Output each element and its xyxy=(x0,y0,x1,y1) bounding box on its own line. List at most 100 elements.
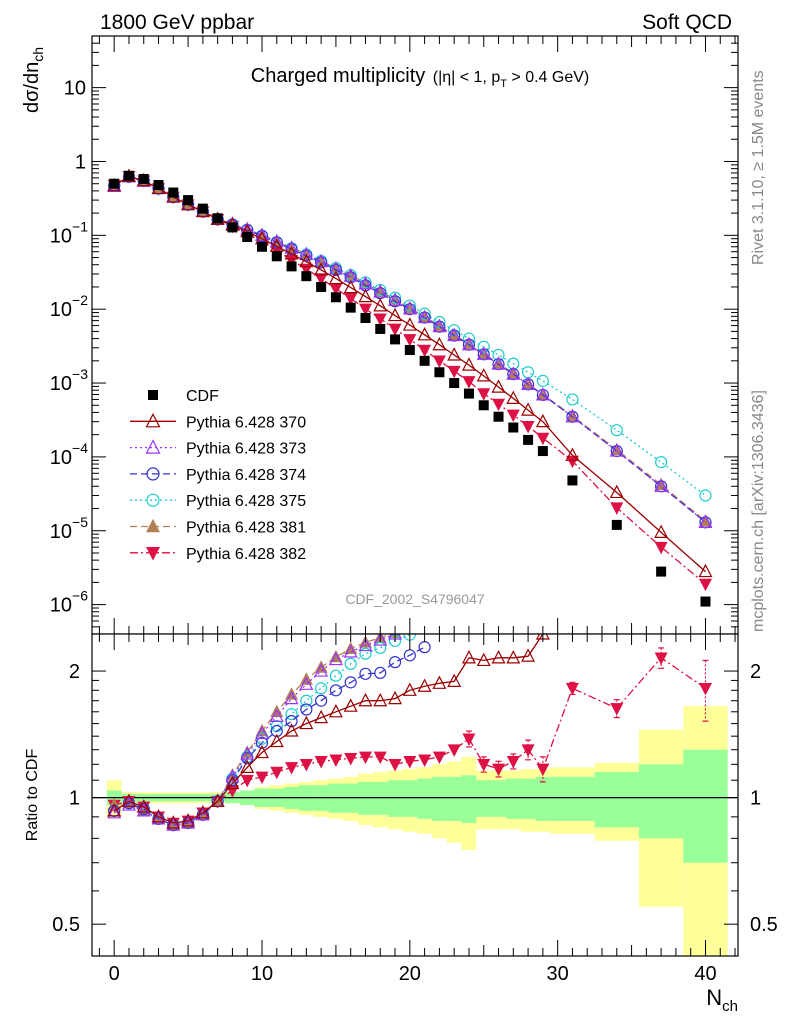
ratio-point-p370-27 xyxy=(506,650,521,664)
band-inner xyxy=(491,780,506,817)
point-p370-14 xyxy=(314,262,329,276)
ratio-y-tick-label: 0.5 xyxy=(52,914,80,936)
legend-label-p373: Pythia 6.428 373 xyxy=(186,441,306,458)
x-tick-label: 20 xyxy=(399,963,421,985)
y-tick-exponent: −1 xyxy=(72,218,88,234)
point-p375-40 xyxy=(699,489,712,502)
ratio-point-p370-10 xyxy=(255,744,269,759)
point-p375-37 xyxy=(655,456,668,469)
point-p370-26 xyxy=(491,379,506,393)
band-inner xyxy=(594,772,639,828)
main-data-layer xyxy=(107,168,713,607)
ratio-point-p370-2 xyxy=(136,799,151,813)
point-p370-19 xyxy=(388,307,403,322)
ratio-point-p375-14 xyxy=(315,682,328,695)
band-inner xyxy=(417,778,432,819)
ratio-line-p382 xyxy=(114,656,706,824)
point-p373-23 xyxy=(447,327,462,342)
point-p382-40 xyxy=(698,578,712,592)
point-p375-29 xyxy=(536,374,549,387)
xlabel-part: N xyxy=(706,985,722,1010)
point-CDF-5 xyxy=(183,195,194,206)
band-inner xyxy=(372,781,388,815)
ratio-point-p373-10 xyxy=(255,725,269,740)
point-p370-22 xyxy=(432,336,447,351)
point-p382-18 xyxy=(373,313,387,326)
ratio-point-p370-17 xyxy=(358,692,373,707)
legend-label-p382: Pythia 6.428 382 xyxy=(186,546,306,563)
point-p370-23 xyxy=(447,347,462,361)
y-tick-label: 10 xyxy=(50,373,72,395)
point-p373-20 xyxy=(402,301,417,315)
point-p370-12 xyxy=(284,246,299,260)
y-tick-label: 1 xyxy=(75,151,86,173)
point-p373-25 xyxy=(476,346,491,360)
ratio-point-p373-5 xyxy=(181,815,196,829)
ratio-point-p382-40 xyxy=(698,682,712,696)
point-p373-22 xyxy=(432,318,447,333)
legend-label-CDF: CDF xyxy=(186,388,219,405)
band-inner xyxy=(638,764,684,839)
ratio-point-p374-16 xyxy=(344,676,357,689)
point-CDF-21 xyxy=(419,355,430,366)
ratio-point-p373-17 xyxy=(358,637,373,652)
point-p373-28 xyxy=(521,376,536,390)
band-inner xyxy=(387,780,403,817)
ratio-point-p382-20 xyxy=(403,756,417,769)
x-tick-label: 10 xyxy=(251,963,273,985)
ylabel-part: dσ/dn xyxy=(21,62,43,113)
point-CDF-31 xyxy=(567,475,578,486)
band-inner xyxy=(402,780,418,817)
ratio-point-p373-18 xyxy=(373,634,388,646)
point-p382-22 xyxy=(432,355,446,368)
ratio-frame xyxy=(91,633,739,957)
ratio-point-p375-18 xyxy=(374,641,387,655)
point-p374-14 xyxy=(315,256,328,269)
ratio-point-p370-26 xyxy=(491,650,506,664)
point-p373-26 xyxy=(491,356,506,370)
point-CDF-14 xyxy=(316,281,327,292)
point-CDF-25 xyxy=(478,400,489,411)
ratio-point-p370-13 xyxy=(299,715,314,730)
main-title-text: Charged multiplicity xyxy=(251,65,426,87)
ratio-point-p374-10 xyxy=(255,736,269,749)
legend-label-p381: Pythia 6.428 381 xyxy=(186,520,306,537)
ratio-point-p382-13 xyxy=(299,759,313,772)
ratio-point-p375-12 xyxy=(285,707,298,721)
point-p375-21 xyxy=(418,307,431,320)
point-p373-13 xyxy=(299,246,314,261)
legend-entry-p374: Pythia 6.428 374 xyxy=(130,467,306,484)
series-CDF xyxy=(109,170,711,607)
ratio-point-p370-5 xyxy=(181,813,196,827)
x-tick-label: 40 xyxy=(694,963,716,985)
point-CDF-15 xyxy=(330,292,341,303)
point-p382-20 xyxy=(403,334,417,347)
legend-entry-p373: Pythia 6.428 373 xyxy=(130,439,306,458)
ratio-point-p374-11 xyxy=(270,724,283,738)
xlabel-sub: ch xyxy=(722,998,738,1015)
point-p382-28 xyxy=(521,420,535,434)
point-p373-18 xyxy=(373,284,388,298)
point-p370-15 xyxy=(328,270,343,285)
point-p374-19 xyxy=(388,295,402,308)
point-p373-14 xyxy=(314,253,329,268)
title-cuts-part: (|η| < 1, p xyxy=(433,69,501,86)
point-CDF-28 xyxy=(523,434,534,445)
point-p370-24 xyxy=(461,357,476,371)
point-p373-10 xyxy=(255,227,269,241)
ratio-point-p370-0 xyxy=(107,803,122,817)
point-p370-21 xyxy=(417,327,432,341)
ratio-series-p370 xyxy=(107,634,550,829)
point-p370-18 xyxy=(373,298,388,312)
point-p375-22 xyxy=(433,315,446,329)
point-p373-27 xyxy=(506,366,521,380)
ratio-point-p373-14 xyxy=(314,663,329,677)
point-p382-26 xyxy=(492,398,506,412)
legend-label-p370: Pythia 6.428 370 xyxy=(186,414,306,431)
point-p382-34 xyxy=(610,502,624,515)
y-tick-exponent: −4 xyxy=(72,440,88,456)
y-tick-label: 10 xyxy=(64,78,86,100)
ratio-point-p373-1 xyxy=(121,797,136,811)
point-CDF-22 xyxy=(434,367,445,378)
point-p374-16 xyxy=(344,271,357,284)
